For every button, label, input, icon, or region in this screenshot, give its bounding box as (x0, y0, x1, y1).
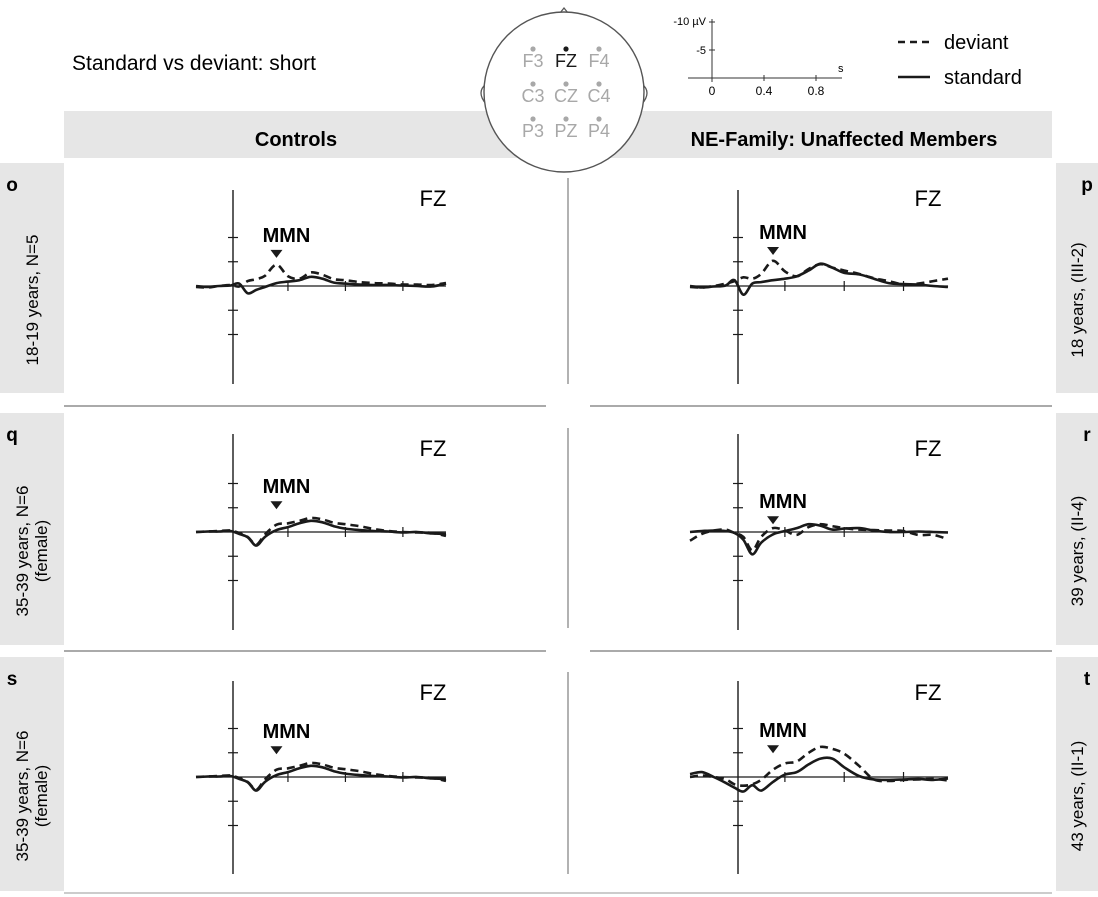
electrode-dot-f4 (596, 46, 602, 52)
mmn-label-o: MMN (263, 225, 311, 247)
row-label-s: 35-39 years, N=6(female) (13, 731, 51, 862)
electrode-tag-s: FZ (420, 680, 447, 705)
side-band-q (0, 413, 64, 645)
electrode-dot-c3 (530, 81, 536, 87)
electrode-tag-t: FZ (915, 680, 942, 705)
row-label-line-q-1: (female) (32, 520, 51, 582)
electrode-label-c3: C3 (521, 86, 544, 106)
panel-t: MMN FZ (689, 680, 949, 874)
column-header-controls: Controls (255, 129, 337, 151)
panel-letter-p: p (1081, 175, 1093, 196)
trace-standard-o (195, 275, 447, 295)
trace-deviant-r (689, 522, 949, 552)
row-label-line-q-0: 35-39 years, N=6 (13, 486, 32, 617)
row-label-line-o-0: 18-19 years, N=5 (23, 235, 42, 366)
panel-letter-r: r (1083, 425, 1091, 446)
trace-standard-t (689, 756, 949, 793)
head-outline (483, 11, 645, 173)
panel-o: MMN FZ (195, 186, 447, 384)
row-label-p: 18 years, (III-2) (1068, 242, 1087, 357)
figure-title: Standard vs deviant: short (72, 52, 316, 75)
electrode-dot-pz (563, 116, 569, 122)
scale-legend: -10 µV -5 s 0 0.4 0.8 (673, 16, 844, 98)
mmn-label-s: MMN (263, 721, 311, 743)
panel-p: MMN FZ (689, 186, 949, 384)
electrode-dot-c4 (596, 81, 602, 87)
mmn-marker-s (270, 746, 283, 755)
electrode-head-map: F3 FZ F4 C3 CZ C4 P3 PZ P4 (480, 6, 648, 173)
row-label-line-s-0: 35-39 years, N=6 (13, 731, 32, 862)
row-label-r: 39 years, (II-4) (1068, 496, 1087, 607)
scale-y-mid: -5 (696, 45, 706, 57)
mmn-marker-r (767, 516, 780, 525)
side-band-r (1056, 413, 1098, 645)
panel-letter-o: o (6, 175, 18, 196)
side-band-p (1056, 163, 1098, 393)
side-band-s (0, 657, 64, 891)
mmn-label-r: MMN (759, 491, 807, 513)
electrode-dot-p3 (530, 116, 536, 122)
electrode-tag-q: FZ (420, 436, 447, 461)
electrode-label-f4: F4 (588, 51, 609, 71)
line-legend: deviant standard (898, 32, 1022, 89)
legend-standard-label: standard (944, 67, 1022, 89)
mmn-label-q: MMN (263, 476, 311, 498)
electrode-label-p4: P4 (588, 121, 610, 141)
mmn-marker-p (767, 246, 780, 255)
electrode-tag-r: FZ (915, 436, 942, 461)
electrode-tag-p: FZ (915, 186, 942, 211)
row-label-line-s-1: (female) (32, 765, 51, 827)
electrode-label-cz: CZ (554, 86, 578, 106)
electrode-dot-f3 (530, 46, 536, 52)
panel-letter-s: s (7, 669, 18, 690)
row-label-line-p-0: 18 years, (III-2) (1068, 242, 1087, 357)
row-label-line-r-0: 39 years, (II-4) (1068, 496, 1087, 607)
column-header-ne-family: NE-Family: Unaffected Members (691, 129, 998, 151)
panel-r: MMN FZ (689, 434, 949, 630)
mmn-marker-o (270, 249, 283, 258)
electrode-label-f3: F3 (522, 51, 543, 71)
row-label-q: 35-39 years, N=6(female) (13, 486, 51, 617)
row-label-line-t-0: 43 years, (II-1) (1068, 741, 1087, 852)
electrode-tag-o: FZ (420, 186, 447, 211)
mmn-marker-t (767, 745, 780, 754)
electrode-dot-p4 (596, 116, 602, 122)
trace-deviant-t (689, 745, 949, 787)
row-label-o: 18-19 years, N=5 (23, 235, 42, 366)
scale-x-unit: s (838, 63, 844, 75)
scale-y-unit: -10 µV (673, 16, 706, 28)
electrode-label-p3: P3 (522, 121, 544, 141)
scale-x-tick-label-0: 0 (709, 84, 716, 98)
row-label-t: 43 years, (II-1) (1068, 741, 1087, 852)
mmn-label-t: MMN (759, 720, 807, 742)
trace-standard-r (689, 522, 949, 556)
panel-q: MMN FZ (195, 434, 447, 630)
trace-standard-q (195, 519, 447, 547)
side-band-t (1056, 657, 1098, 891)
panel-s: MMN FZ (195, 680, 447, 874)
mmn-label-p: MMN (759, 222, 807, 244)
electrode-dot-fz (563, 46, 569, 52)
electrode-label-fz: FZ (555, 51, 577, 71)
panel-letter-t: t (1084, 669, 1091, 690)
mmn-marker-q (270, 501, 283, 510)
scale-x-tick-label-08: 0.8 (808, 84, 825, 98)
trace-standard-p (689, 262, 949, 296)
electrode-label-pz: PZ (554, 121, 577, 141)
trace-standard-s (195, 764, 447, 792)
legend-deviant-label: deviant (944, 32, 1009, 54)
electrode-dot-cz (563, 81, 569, 87)
scale-x-tick-label-04: 0.4 (756, 84, 773, 98)
side-band-o (0, 163, 64, 393)
electrode-label-c4: C4 (587, 86, 610, 106)
panel-letter-q: q (6, 425, 18, 446)
